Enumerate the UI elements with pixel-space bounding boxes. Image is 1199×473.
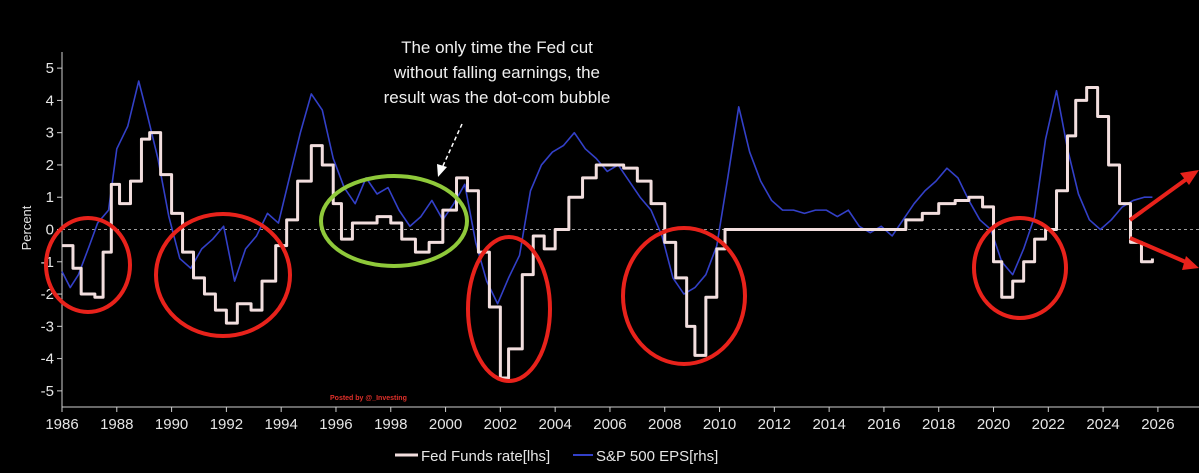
- x-tick-label: 2006: [593, 416, 626, 433]
- x-tick-label: 2010: [703, 416, 736, 433]
- legend-label-fed: Fed Funds rate[lhs]: [421, 448, 550, 465]
- highlight-circle-2019-2021: [972, 216, 1068, 320]
- y-tick-label: 0: [46, 222, 54, 239]
- up-arrow: [1128, 176, 1190, 222]
- down-arrow: [1129, 236, 1189, 265]
- annotation-arrowhead: [437, 164, 447, 177]
- x-tick-label: 2008: [648, 416, 681, 433]
- x-tick-label: 2022: [1032, 416, 1065, 433]
- x-tick-label: 2020: [977, 416, 1010, 433]
- x-tick-label: 1998: [374, 416, 407, 433]
- highlight-circle-2007-2010: [621, 226, 747, 366]
- y-tick-label: 2: [46, 157, 54, 174]
- annotation-line-3: result was the dot-com bubble: [384, 88, 611, 107]
- x-tick-label: 1992: [210, 416, 243, 433]
- highlight-circles: [44, 174, 1068, 383]
- legend: Fed Funds rate[lhs] S&P 500 EPS[rhs]: [395, 448, 718, 465]
- watermark: Posted by @_Investing: [330, 395, 407, 402]
- x-tick-label: 1986: [45, 416, 78, 433]
- x-tick-label: 2014: [812, 416, 845, 433]
- y-tick-label: 3: [46, 125, 54, 142]
- x-tick-label: 1996: [319, 416, 352, 433]
- series-layer: [61, 80, 1154, 380]
- outlook-arrows: [1128, 170, 1199, 270]
- x-tick-label: 1990: [155, 416, 188, 433]
- y-axis-label: Percent: [19, 205, 34, 250]
- y-tick-label: -4: [41, 351, 54, 368]
- x-tick-label: 2018: [922, 416, 955, 433]
- x-tick-label: 2016: [867, 416, 900, 433]
- highlight-circle-2000-2003: [466, 235, 552, 383]
- highlight-circle-1990-1994: [154, 212, 292, 338]
- annotation: The only time the Fed cut without fallin…: [384, 38, 611, 177]
- highlight-circle-1986-1988: [44, 216, 132, 314]
- x-tick-label: 2002: [484, 416, 517, 433]
- down-arrowhead: [1182, 256, 1199, 270]
- annotation-arrow: [441, 123, 463, 169]
- y-tick-label: 4: [46, 92, 54, 109]
- highlight-circle-1995-2000: [319, 174, 469, 268]
- y-tick-label: 1: [46, 189, 54, 206]
- x-tick-label: 2024: [1086, 416, 1119, 433]
- x-tick-label: 2026: [1141, 416, 1174, 433]
- x-tick-label: 2000: [429, 416, 462, 433]
- up-arrowhead: [1180, 170, 1199, 185]
- annotation-line-1: The only time the Fed cut: [401, 38, 593, 57]
- x-tick-labels: 1986 1988 1990 1992 1994 1996 1998 2000 2002 2004…: [45, 407, 1175, 433]
- y-tick-label: -5: [41, 383, 54, 400]
- fed-funds-rate-line: [62, 86, 1154, 380]
- x-tick-label: 2004: [538, 416, 571, 433]
- sp500-eps-line: [61, 80, 1153, 305]
- legend-label-eps: S&P 500 EPS[rhs]: [596, 448, 718, 465]
- y-tick-label: -3: [41, 318, 54, 335]
- annotation-line-2: without falling earnings, the: [393, 63, 600, 82]
- x-tick-label: 1988: [100, 416, 133, 433]
- y-tick-label: 5: [46, 60, 54, 77]
- x-tick-label: 2012: [758, 416, 791, 433]
- x-tick-label: 1994: [264, 416, 297, 433]
